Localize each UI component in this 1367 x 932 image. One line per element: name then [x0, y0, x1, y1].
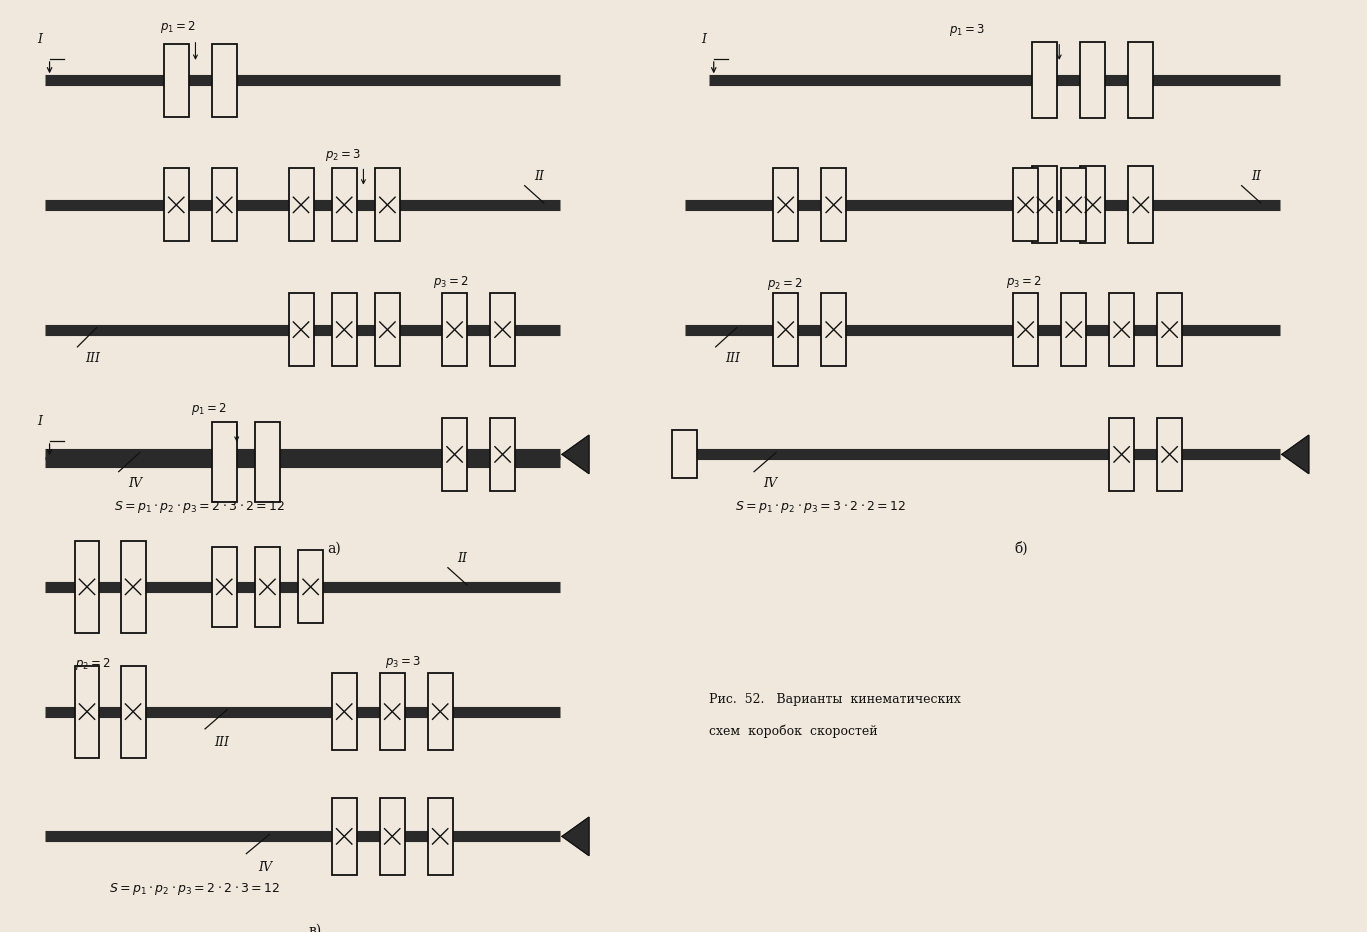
Text: IV: IV: [128, 476, 142, 489]
Text: I: I: [37, 416, 42, 429]
FancyBboxPatch shape: [1080, 42, 1106, 118]
Text: а): а): [328, 541, 342, 555]
Polygon shape: [1282, 435, 1308, 473]
FancyBboxPatch shape: [1109, 294, 1135, 366]
FancyBboxPatch shape: [774, 294, 798, 366]
Text: IV: IV: [764, 476, 778, 489]
FancyBboxPatch shape: [375, 294, 401, 366]
FancyBboxPatch shape: [256, 546, 280, 627]
Text: III: III: [85, 352, 100, 365]
FancyBboxPatch shape: [164, 44, 189, 116]
Text: схем  коробок  скоростей: схем коробок скоростей: [709, 724, 878, 737]
FancyBboxPatch shape: [332, 673, 357, 750]
FancyBboxPatch shape: [491, 418, 515, 491]
FancyBboxPatch shape: [375, 169, 401, 241]
FancyBboxPatch shape: [75, 665, 100, 758]
Text: $p_2=2$: $p_2=2$: [767, 276, 802, 292]
Text: II: II: [1251, 170, 1262, 183]
Text: I: I: [701, 34, 707, 47]
FancyBboxPatch shape: [120, 665, 145, 758]
FancyBboxPatch shape: [212, 422, 236, 502]
Text: $p_1=2$: $p_1=2$: [160, 20, 195, 35]
FancyBboxPatch shape: [822, 169, 846, 241]
FancyBboxPatch shape: [428, 798, 452, 875]
FancyBboxPatch shape: [1061, 169, 1087, 241]
FancyBboxPatch shape: [1013, 294, 1038, 366]
Text: $p_2=2$: $p_2=2$: [75, 655, 111, 672]
FancyBboxPatch shape: [288, 169, 313, 241]
FancyBboxPatch shape: [380, 798, 405, 875]
Text: $p_2=3$: $p_2=3$: [325, 147, 361, 163]
FancyBboxPatch shape: [332, 798, 357, 875]
FancyBboxPatch shape: [212, 44, 236, 116]
Text: $p_3=3$: $p_3=3$: [384, 653, 421, 670]
Text: $p_3=2$: $p_3=2$: [432, 274, 469, 290]
FancyBboxPatch shape: [332, 169, 357, 241]
Text: III: III: [215, 736, 230, 748]
FancyBboxPatch shape: [120, 541, 145, 633]
FancyBboxPatch shape: [1109, 418, 1135, 491]
FancyBboxPatch shape: [442, 294, 468, 366]
FancyBboxPatch shape: [212, 546, 236, 627]
Text: Рис.  52.   Варианты  кинематических: Рис. 52. Варианты кинематических: [709, 692, 961, 706]
FancyBboxPatch shape: [1156, 418, 1182, 491]
Text: I: I: [37, 34, 42, 47]
Text: $S=p_1 \cdot p_2 \cdot p_3=2\cdot 3\cdot 2=12$: $S=p_1 \cdot p_2 \cdot p_3=2\cdot 3\cdot…: [113, 500, 286, 515]
FancyBboxPatch shape: [298, 551, 323, 624]
FancyBboxPatch shape: [1156, 294, 1182, 366]
Text: II: II: [534, 170, 544, 183]
FancyBboxPatch shape: [75, 541, 100, 633]
FancyBboxPatch shape: [822, 294, 846, 366]
Text: б): б): [1014, 541, 1028, 555]
Text: $S=p_1 \cdot p_2 \cdot p_3=2\cdot 2\cdot 3=12$: $S=p_1 \cdot p_2 \cdot p_3=2\cdot 2\cdot…: [109, 881, 280, 898]
FancyBboxPatch shape: [442, 418, 468, 491]
Text: в): в): [309, 924, 323, 932]
FancyBboxPatch shape: [1032, 42, 1057, 118]
FancyBboxPatch shape: [1013, 169, 1038, 241]
Text: IV: IV: [258, 860, 272, 873]
FancyBboxPatch shape: [673, 431, 697, 478]
FancyBboxPatch shape: [774, 169, 798, 241]
FancyBboxPatch shape: [1080, 167, 1106, 243]
FancyBboxPatch shape: [288, 294, 313, 366]
FancyBboxPatch shape: [1032, 167, 1057, 243]
FancyBboxPatch shape: [428, 673, 452, 750]
FancyBboxPatch shape: [1061, 294, 1087, 366]
FancyBboxPatch shape: [332, 294, 357, 366]
Polygon shape: [562, 435, 589, 473]
FancyBboxPatch shape: [164, 169, 189, 241]
FancyBboxPatch shape: [1128, 167, 1154, 243]
FancyBboxPatch shape: [1128, 42, 1154, 118]
Text: $p_1=3$: $p_1=3$: [949, 22, 984, 38]
FancyBboxPatch shape: [212, 169, 236, 241]
FancyBboxPatch shape: [256, 422, 280, 502]
Text: $p_3=2$: $p_3=2$: [1006, 274, 1042, 290]
Polygon shape: [562, 817, 589, 856]
Text: $S=p_1 \cdot p_2 \cdot p_3=3\cdot 2\cdot 2=12$: $S=p_1 \cdot p_2 \cdot p_3=3\cdot 2\cdot…: [735, 500, 906, 515]
FancyBboxPatch shape: [380, 673, 405, 750]
Text: III: III: [726, 352, 741, 365]
Text: II: II: [458, 552, 468, 565]
FancyBboxPatch shape: [491, 294, 515, 366]
Text: $p_1=2$: $p_1=2$: [190, 402, 227, 418]
